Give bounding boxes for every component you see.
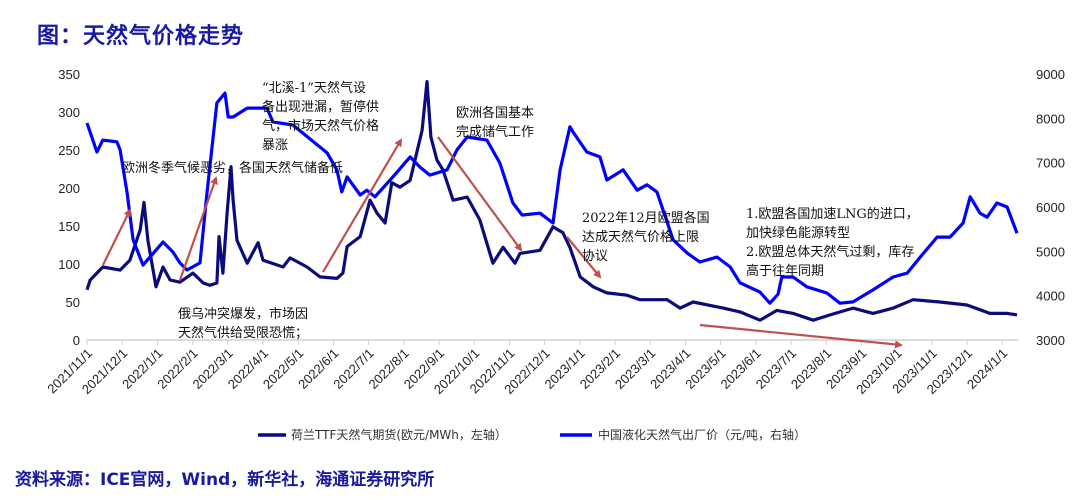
trend-arrow xyxy=(178,176,218,281)
y-left-tick-label: 350 xyxy=(58,67,80,82)
annotation-text: 欧洲各国基本 xyxy=(456,105,534,121)
annotation-text: 天然气供给受限恐慌； xyxy=(178,325,308,341)
y-right-tick-label: 4000 xyxy=(1036,289,1065,304)
y-right-tick-label: 9000 xyxy=(1036,67,1065,82)
y-left-tick-label: 100 xyxy=(58,257,80,272)
trend-arrow xyxy=(102,208,131,266)
annotation-text: 1.欧盟各国加速LNG的进口， xyxy=(746,206,919,222)
annotation-text: 达成天然气价格上限 xyxy=(582,229,699,245)
y-left-tick-label: 50 xyxy=(66,295,80,310)
y-right-tick-label: 7000 xyxy=(1036,156,1065,171)
annotation-text: 加快绿色能源转型 xyxy=(746,225,850,241)
annotation-text: “北溪-1”天然气设 xyxy=(262,80,366,96)
y-left-tick-label: 0 xyxy=(73,333,80,348)
series-lng-line xyxy=(85,91,1019,305)
y-right-tick-label: 8000 xyxy=(1036,111,1065,126)
y-right-tick-label: 6000 xyxy=(1036,200,1065,215)
annotation-text: 备出现泄漏，暂停供 xyxy=(262,99,379,115)
trend-arrow xyxy=(322,138,403,273)
trend-arrow xyxy=(566,236,602,279)
annotation-text: 2022年12月欧盟各国 xyxy=(582,210,710,226)
annotation-text: 气，市场天然气价格 xyxy=(262,118,379,134)
legend-label-lng: 中国液化天然气出厂价（元/吨，右轴） xyxy=(598,427,806,442)
legend-label-ttf: 荷兰TTF天然气期货(欧元/MWh，左轴） xyxy=(291,427,507,442)
annotation-text: 欧洲冬季气候恶劣，各国天然气储备低 xyxy=(122,160,343,176)
annotation-text: 协议 xyxy=(582,249,608,264)
series-ttf-line xyxy=(85,80,1018,322)
trend-arrow xyxy=(699,323,903,349)
trend-arrow xyxy=(437,136,523,252)
annotation-text: 完成储气工作 xyxy=(456,124,534,140)
source-note: 资料来源：ICE官网，Wind，新华社，海通证券研究所 xyxy=(15,470,435,490)
annotation-text: 2.欧盟总体天然气过剩，库存 xyxy=(746,244,914,260)
y-left-tick-label: 300 xyxy=(58,105,80,120)
y-left-tick-label: 200 xyxy=(58,181,80,196)
y-right-tick-label: 3000 xyxy=(1036,333,1065,348)
y-left-tick-label: 250 xyxy=(58,143,80,158)
chart-title: 图：天然气价格走势 xyxy=(37,23,245,49)
annotation-text: 暴涨 xyxy=(262,138,288,153)
y-left-tick-label: 150 xyxy=(58,219,80,234)
annotation-text: 高于往年同期 xyxy=(746,263,824,279)
y-right-tick-label: 5000 xyxy=(1036,244,1065,259)
annotation-text: 俄乌冲突爆发，市场因 xyxy=(178,306,308,322)
